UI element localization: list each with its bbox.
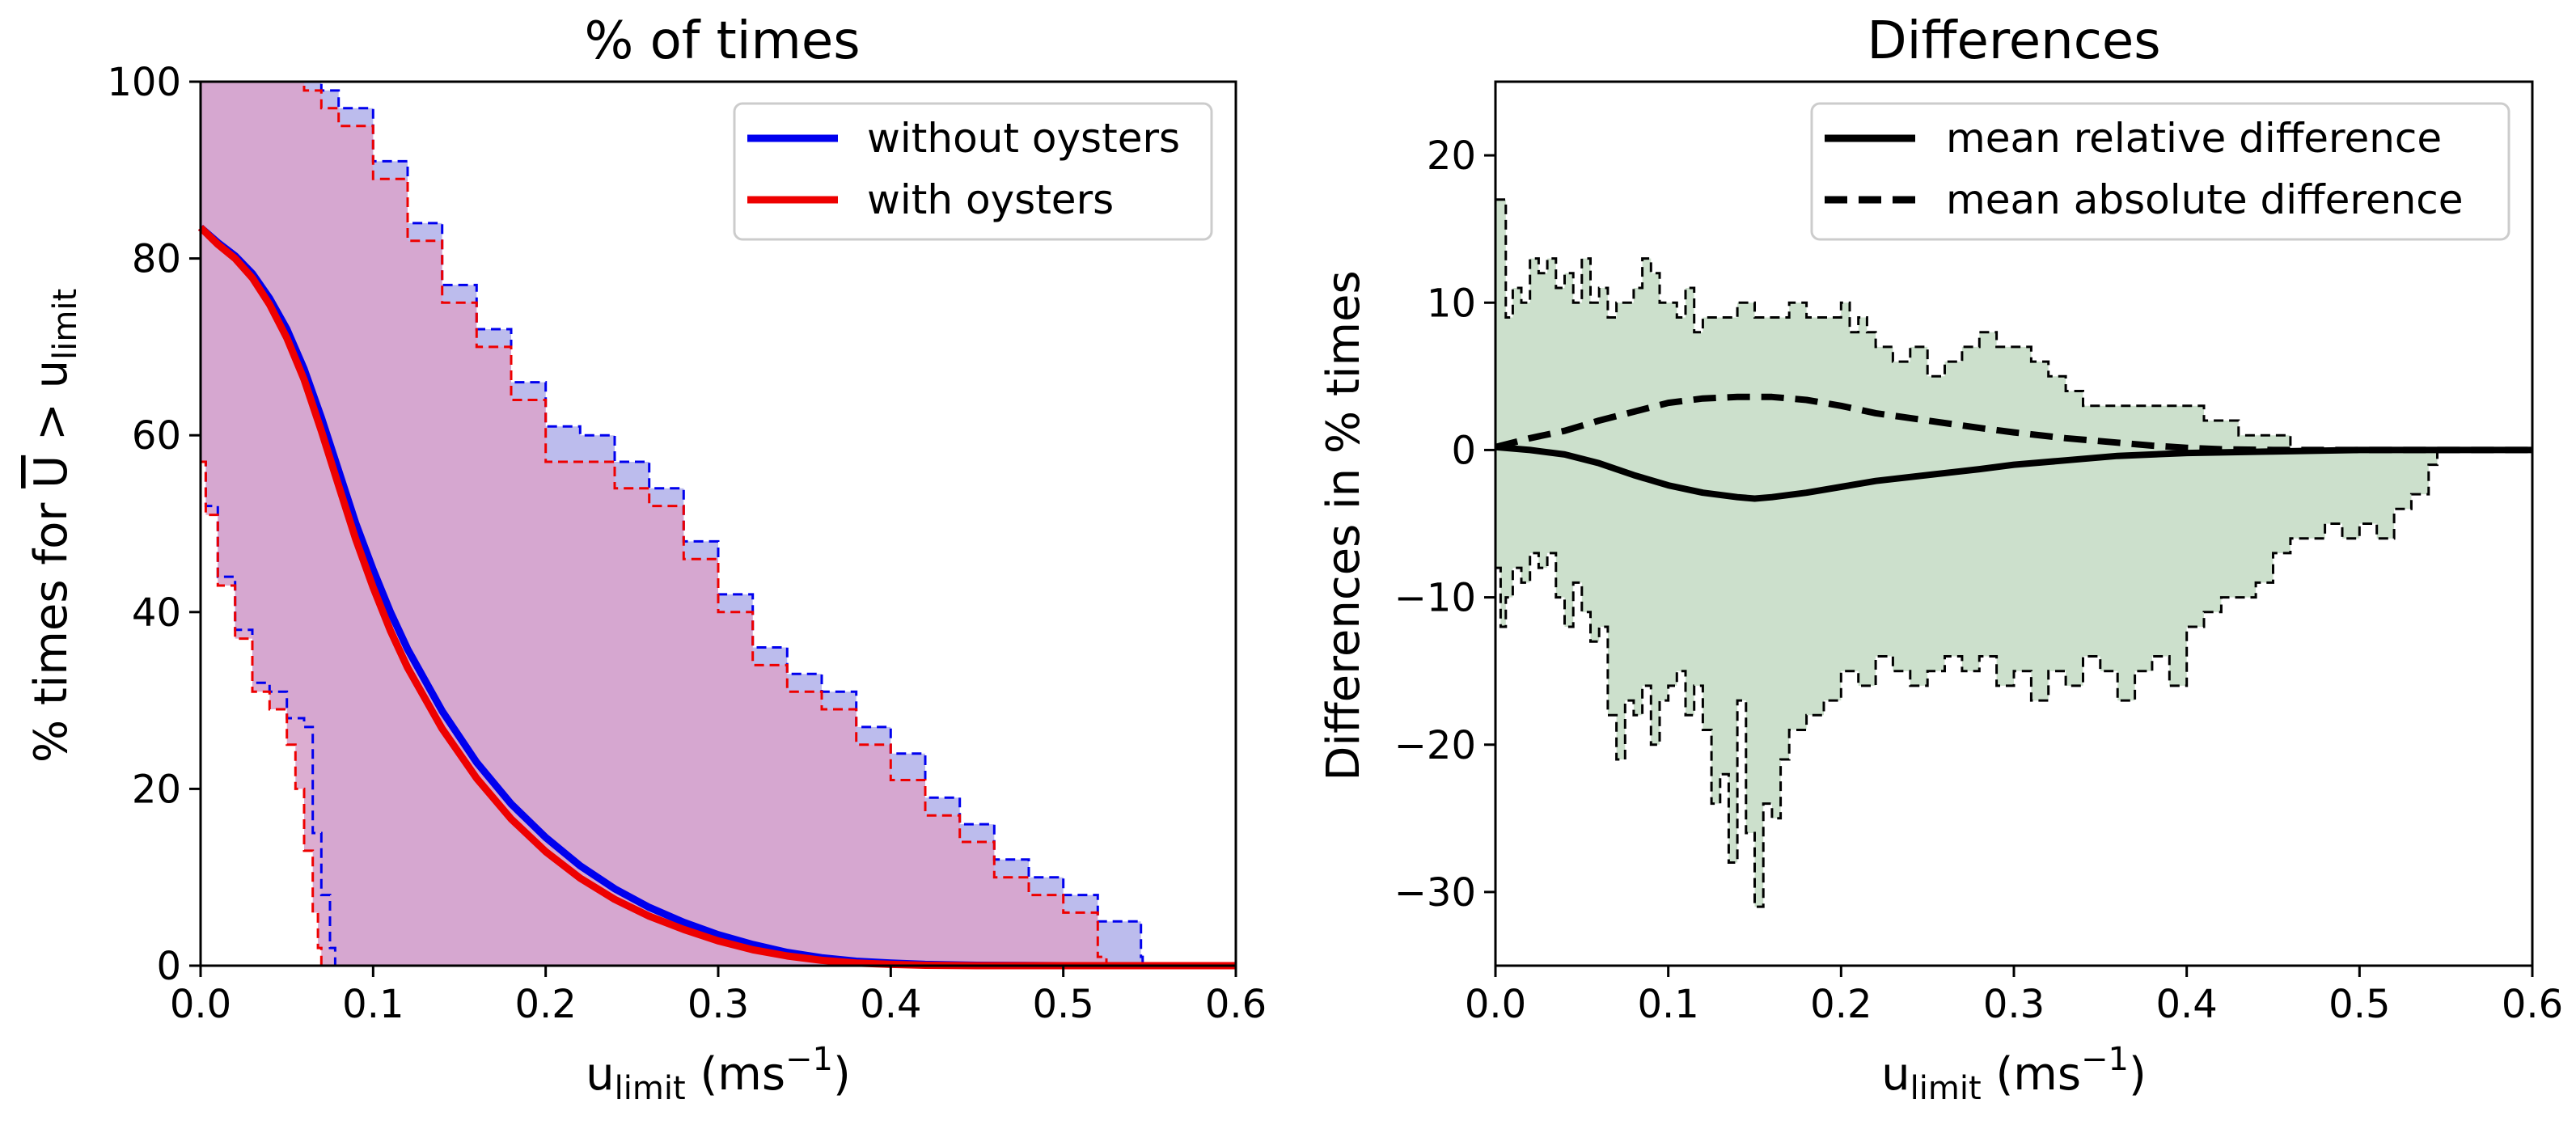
left-y-tick-label: 60 (132, 413, 181, 459)
left-y-label: % times for U > ulimit (25, 289, 84, 763)
right-y-tick-label: −20 (1394, 723, 1476, 768)
legend-label-without-oysters: without oysters (867, 115, 1180, 162)
right-x-tick-label: 0.3 (1983, 982, 2045, 1027)
right-x-tick-label: 0.0 (1465, 982, 1526, 1027)
left-y-ticks: 0 20 40 60 80 100 (107, 60, 201, 989)
right-y-tick-label: 10 (1427, 281, 1476, 326)
legend-label-mean-relative: mean relative difference (1946, 115, 2442, 162)
left-x-tick-label: 0.0 (170, 982, 231, 1027)
right-y-ticks: −30 −20 −10 0 10 20 (1394, 133, 1495, 916)
right-band (1495, 199, 2438, 907)
lower-bound-without-oysters (201, 460, 1236, 967)
right-lines (1495, 198, 2532, 908)
right-y-label: Differences in % times (1318, 270, 1370, 780)
left-legend: without oysters with oysters (733, 102, 1213, 241)
mean-line-with-oysters (197, 225, 1236, 970)
left-y-tick-label: 20 (132, 767, 181, 812)
right-y-tick-label: 0 (1451, 428, 1476, 473)
right-x-tick-label: 0.5 (2329, 982, 2390, 1027)
left-legend-box (733, 102, 1213, 241)
difference-band (1495, 199, 2438, 907)
band-with-oysters (201, 82, 1236, 966)
mean-relative-difference-line (1495, 443, 2532, 502)
left-y-tick-label: 100 (107, 60, 181, 105)
left-x-tick-label: 0.2 (514, 982, 576, 1027)
right-y-tick-label: −10 (1394, 576, 1476, 621)
left-y-tick-label: 80 (132, 237, 181, 282)
left-y-tick-label: 0 (156, 944, 181, 989)
difference-upper-bound (1495, 198, 2292, 450)
right-y-tick-label: 20 (1427, 133, 1476, 179)
right-x-tick-label: 0.4 (2155, 982, 2217, 1027)
legend-label-with-oysters: with oysters (867, 176, 1114, 223)
right-legend-box (1810, 102, 2510, 241)
right-x-label: ulimit (ms−1) (1881, 1041, 2147, 1107)
left-lines (197, 80, 1236, 970)
legend-label-mean-absolute: mean absolute difference (1946, 176, 2464, 223)
right-legend: mean relative difference mean absolute d… (1810, 102, 2510, 241)
lower-bound-with-oysters (201, 460, 1236, 967)
right-chart: Differences 0.0 0.1 0.2 0.3 0.4 0.5 0.6 −30 −20… (1318, 11, 2563, 1107)
mean-absolute-difference-line (1495, 393, 2532, 454)
left-x-tick-label: 0.6 (1205, 982, 1267, 1027)
right-x-tick-label: 0.6 (2502, 982, 2563, 1027)
right-x-tick-label: 0.1 (1637, 982, 1698, 1027)
right-y-tick-label: −30 (1394, 870, 1476, 916)
right-chart-title: Differences (1867, 11, 2160, 71)
left-x-label: ulimit (ms−1) (586, 1041, 851, 1107)
left-x-ticks: 0.0 0.1 0.2 0.3 0.4 0.5 0.6 (170, 966, 1267, 1027)
right-x-tick-label: 0.2 (1810, 982, 1872, 1027)
left-x-tick-label: 0.1 (342, 982, 404, 1027)
left-chart: % of times 0.0 0.1 0.2 0.3 0.4 0.5 0.6 0 20 40 60… (25, 11, 1267, 1107)
left-y-tick-label: 40 (132, 590, 181, 636)
upper-bound-with-oysters (201, 80, 1236, 967)
right-x-ticks: 0.0 0.1 0.2 0.3 0.4 0.5 0.6 (1465, 966, 2563, 1027)
left-chart-title: % of times (584, 11, 860, 71)
difference-lower-bound (1495, 450, 2439, 908)
left-x-tick-label: 0.5 (1032, 982, 1093, 1027)
left-x-tick-label: 0.3 (687, 982, 749, 1027)
left-x-tick-label: 0.4 (860, 982, 921, 1027)
